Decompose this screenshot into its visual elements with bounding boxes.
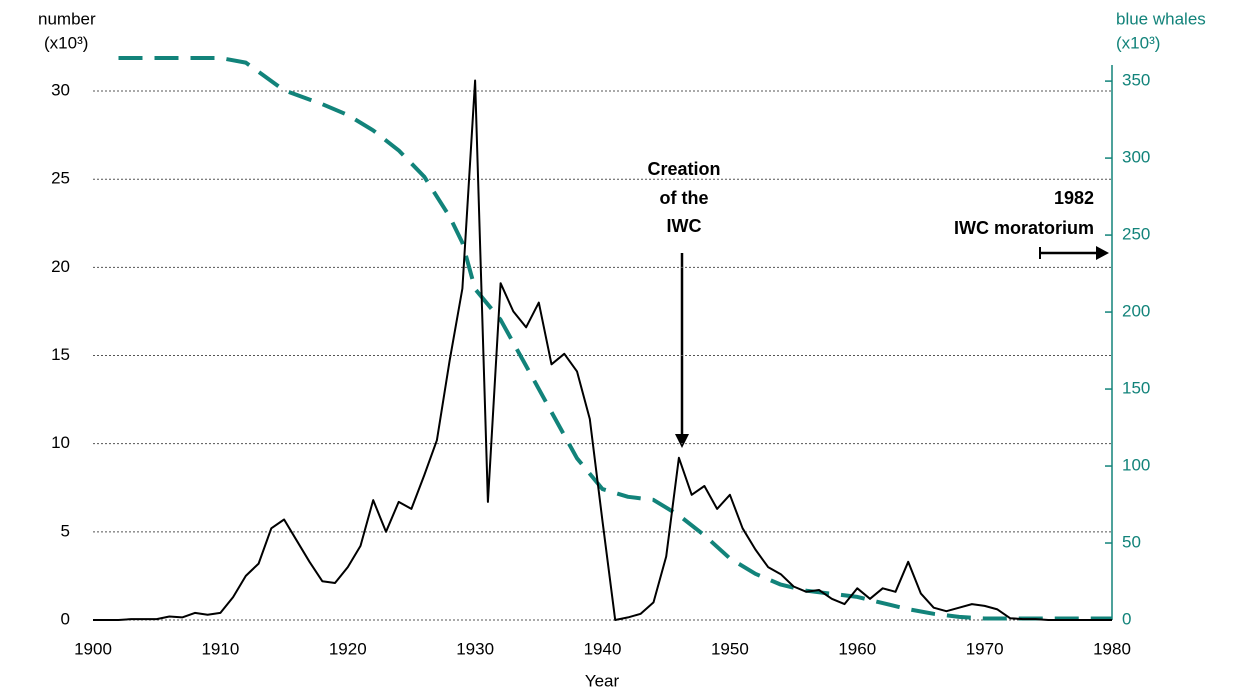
y2-tick-label: 50 bbox=[1122, 532, 1141, 551]
y2-tick-label: 200 bbox=[1122, 302, 1150, 321]
y2-tick-label: 0 bbox=[1122, 609, 1131, 628]
x-tick-label: 1920 bbox=[329, 639, 367, 658]
annotation: Creation of the IWC 1982 IWC moratorium bbox=[647, 159, 1109, 448]
y-tick-label: 0 bbox=[61, 609, 70, 628]
annotation-text: Creation bbox=[647, 159, 720, 179]
y2-axis-title: (x10³) bbox=[1116, 33, 1160, 52]
y-tick-label: 10 bbox=[51, 433, 70, 452]
y2-tick-label: 100 bbox=[1122, 456, 1150, 475]
y2-axis-title: blue whales bbox=[1116, 9, 1206, 28]
series-line bbox=[118, 56, 1112, 621]
y-axis-title: number bbox=[38, 9, 96, 28]
annotation-text: of the bbox=[660, 188, 709, 208]
x-tick-label: 1900 bbox=[74, 639, 112, 658]
annotation-text: IWC bbox=[667, 216, 702, 236]
y2-tick-label: 150 bbox=[1122, 379, 1150, 398]
arrowhead bbox=[1096, 246, 1109, 260]
annotation-text: IWC moratorium bbox=[954, 218, 1094, 238]
y-tick-label: 30 bbox=[51, 81, 70, 100]
y-axis-title: (x10³) bbox=[44, 33, 88, 52]
x-tick-label: 1940 bbox=[584, 639, 622, 658]
x-tick-label: 1930 bbox=[456, 639, 494, 658]
y-tick-label: 20 bbox=[51, 257, 70, 276]
y-tick-label: 25 bbox=[51, 169, 70, 188]
x-tick-label: 1960 bbox=[838, 639, 876, 658]
annotation-text: 1982 bbox=[1054, 188, 1094, 208]
x-tick-label: 1910 bbox=[201, 639, 239, 658]
y2-tick-label: 250 bbox=[1122, 225, 1150, 244]
x-axis-title: Year bbox=[585, 671, 620, 690]
arrowhead bbox=[675, 434, 689, 448]
x-tick-label: 1980 bbox=[1093, 639, 1131, 658]
y-tick-label: 15 bbox=[51, 345, 70, 364]
y-tick-label: 5 bbox=[61, 521, 70, 540]
y2-tick-label: 350 bbox=[1122, 71, 1150, 90]
y2-tick-label: 300 bbox=[1122, 148, 1150, 167]
x-tick-label: 1950 bbox=[711, 639, 749, 658]
series-line bbox=[93, 79, 1112, 621]
x-tick-label: 1970 bbox=[966, 639, 1004, 658]
